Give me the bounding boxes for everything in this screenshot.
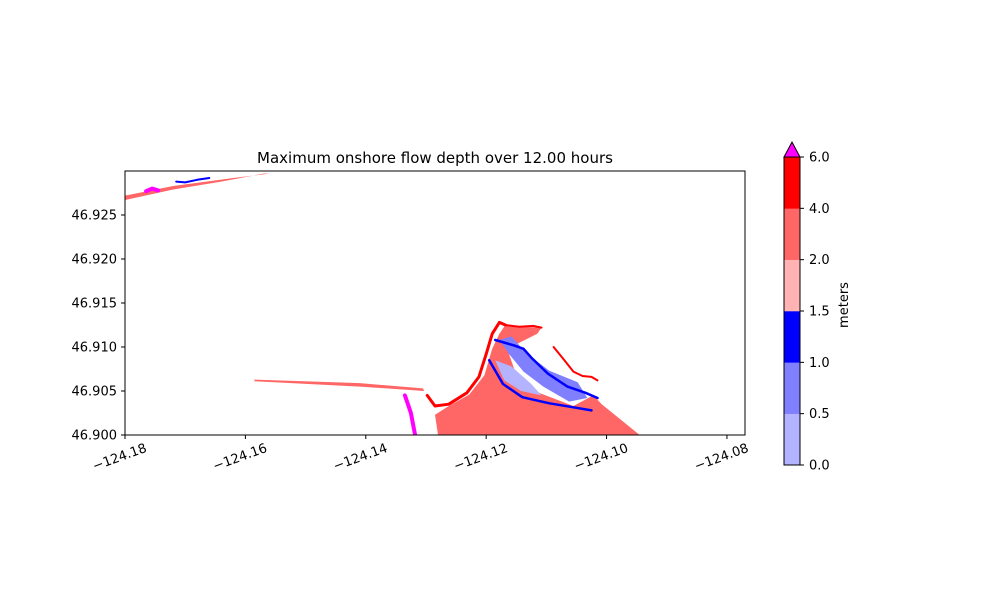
- chart-title: Maximum onshore flow depth over 12.00 ho…: [257, 149, 613, 167]
- line-hook: [552, 346, 599, 382]
- y-tick-label: 46.905: [72, 385, 118, 400]
- line-northwest-flats: [175, 177, 211, 184]
- y-tick-label: 46.910: [72, 341, 118, 356]
- colorbar-label: meters: [837, 282, 852, 328]
- region-bay-flats-shallow: [495, 360, 542, 396]
- y-tick-label: 46.925: [72, 209, 118, 224]
- y-tick-label: 46.915: [72, 297, 118, 312]
- colorbar-segment: [784, 413, 800, 466]
- region-peninsula: [435, 325, 640, 435]
- line-inner-shoreline: [493, 338, 599, 400]
- colorbar-tick-label: 2.0: [809, 253, 830, 268]
- line-northwest-tip: [144, 186, 161, 194]
- y-tick-label: 46.920: [72, 253, 118, 268]
- y-tick-label: 46.900: [72, 429, 118, 444]
- colorbar-tick-label: 4.0: [809, 202, 830, 217]
- y-axis: 46.900 46.905 46.910 46.915 46.920 46.925: [72, 209, 125, 444]
- line-inlet-channel: [402, 393, 418, 435]
- colorbar-tick-label: 1.5: [809, 305, 830, 320]
- flow-depth-map: [125, 173, 640, 435]
- colorbar-tick-label: 0.0: [809, 459, 830, 474]
- colorbar-segment: [784, 208, 800, 260]
- colorbar: 0.0 0.5 1.0 1.5 2.0 4.0 6.0: [783, 140, 830, 474]
- colorbar-tick-label: 0.5: [809, 407, 830, 422]
- colorbar-tick-label: 1.0: [809, 356, 830, 371]
- colorbar-segment: [784, 362, 800, 414]
- region-jetty: [254, 379, 425, 391]
- colorbar-segment: [784, 157, 800, 209]
- colorbar-tick-label: 6.0: [809, 151, 830, 166]
- colorbar-segment: [784, 259, 800, 312]
- line-north-rim: [504, 324, 543, 329]
- line-inner-edge: [487, 358, 593, 412]
- colorbar-segment: [784, 311, 800, 363]
- line-outer-coast: [425, 320, 507, 408]
